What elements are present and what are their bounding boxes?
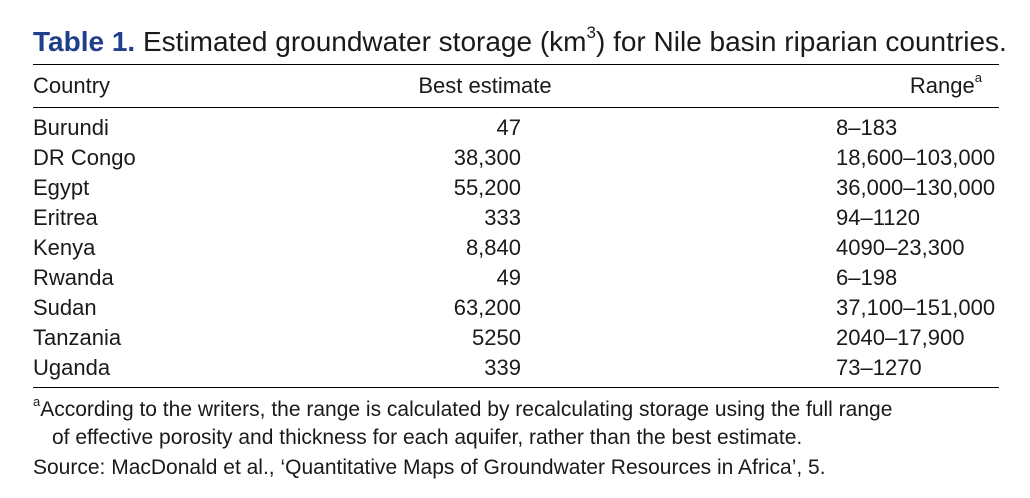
- cell-best-estimate: 8,840: [465, 235, 521, 260]
- cell-best-estimate: 38,300: [453, 145, 521, 170]
- table-row: Kenya 8,840 4090–23,300: [33, 233, 999, 263]
- caption-superscript: 3: [586, 23, 596, 42]
- footnote-line-1: aAccording to the writers, the range is …: [33, 394, 893, 424]
- cell-country: Tanzania: [33, 325, 122, 350]
- footnote-marker: a: [33, 394, 41, 409]
- cell-country: Eritrea: [33, 205, 98, 230]
- cell-best-estimate: 333: [484, 205, 521, 230]
- cell-country: Egypt: [33, 175, 90, 200]
- cell-country: DR Congo: [33, 145, 136, 170]
- footnote-line-2: of effective porosity and thickness for …: [52, 426, 803, 449]
- cell-best-estimate: 47: [496, 115, 521, 140]
- table-row: DR Congo 38,300 18,600–103,000: [33, 143, 999, 173]
- source-note: Source: MacDonald et al., ‘Quantitative …: [33, 456, 826, 479]
- cell-range: 73–1270: [836, 355, 922, 380]
- cell-range: 37,100–151,000: [836, 295, 996, 320]
- cell-range: 8–183: [836, 115, 898, 140]
- table-caption: Table 1. Estimated groundwater storage (…: [33, 22, 1007, 62]
- cell-range: 36,000–130,000: [836, 175, 996, 200]
- table-row: Eritrea 333 94–1120: [33, 203, 999, 233]
- cell-best-estimate: 49: [496, 265, 521, 290]
- range-header-superscript: a: [974, 70, 982, 85]
- table-bottom-rule: [33, 387, 999, 388]
- cell-range: 6–198: [836, 265, 898, 290]
- cell-range: 4090–23,300: [836, 235, 965, 260]
- cell-country: Sudan: [33, 295, 97, 320]
- table-row: Rwanda 49 6–198: [33, 263, 999, 293]
- cell-range: 94–1120: [836, 205, 921, 230]
- cell-country: Kenya: [33, 235, 96, 260]
- cell-best-estimate: 55,200: [453, 175, 521, 200]
- footnote-text-1: According to the writers, the range is c…: [40, 398, 893, 421]
- range-header-text: Range: [909, 73, 975, 98]
- table-row: Burundi 47 8–183: [33, 113, 999, 143]
- table-row: Sudan 63,200 37,100–151,000: [33, 293, 999, 323]
- caption-text: Estimated groundwater storage (km: [142, 26, 587, 57]
- column-header-range: Rangea: [910, 70, 982, 102]
- cell-range: 18,600–103,000: [836, 145, 996, 170]
- column-header-country: Country: [33, 73, 111, 98]
- table-row: Uganda 339 73–1270: [33, 353, 999, 383]
- cell-country: Uganda: [33, 355, 111, 380]
- table-row: Tanzania 5250 2040–17,900: [33, 323, 999, 353]
- caption-text-end: ) for Nile basin riparian countries.: [595, 26, 1007, 57]
- table-top-rule: [33, 64, 999, 65]
- table-label: Table 1.: [33, 26, 136, 57]
- cell-best-estimate: 63,200: [453, 295, 521, 320]
- table-row: Egypt 55,200 36,000–130,000: [33, 173, 999, 203]
- cell-country: Burundi: [33, 115, 109, 140]
- cell-best-estimate: 339: [484, 355, 521, 380]
- cell-country: Rwanda: [33, 265, 114, 290]
- table-header-rule: [33, 107, 999, 108]
- table-body: Burundi 47 8–183 DR Congo 38,300 18,600–…: [33, 113, 999, 383]
- column-header-best-estimate: Best estimate: [418, 73, 552, 98]
- cell-range: 2040–17,900: [836, 325, 965, 350]
- cell-best-estimate: 5250: [472, 325, 521, 350]
